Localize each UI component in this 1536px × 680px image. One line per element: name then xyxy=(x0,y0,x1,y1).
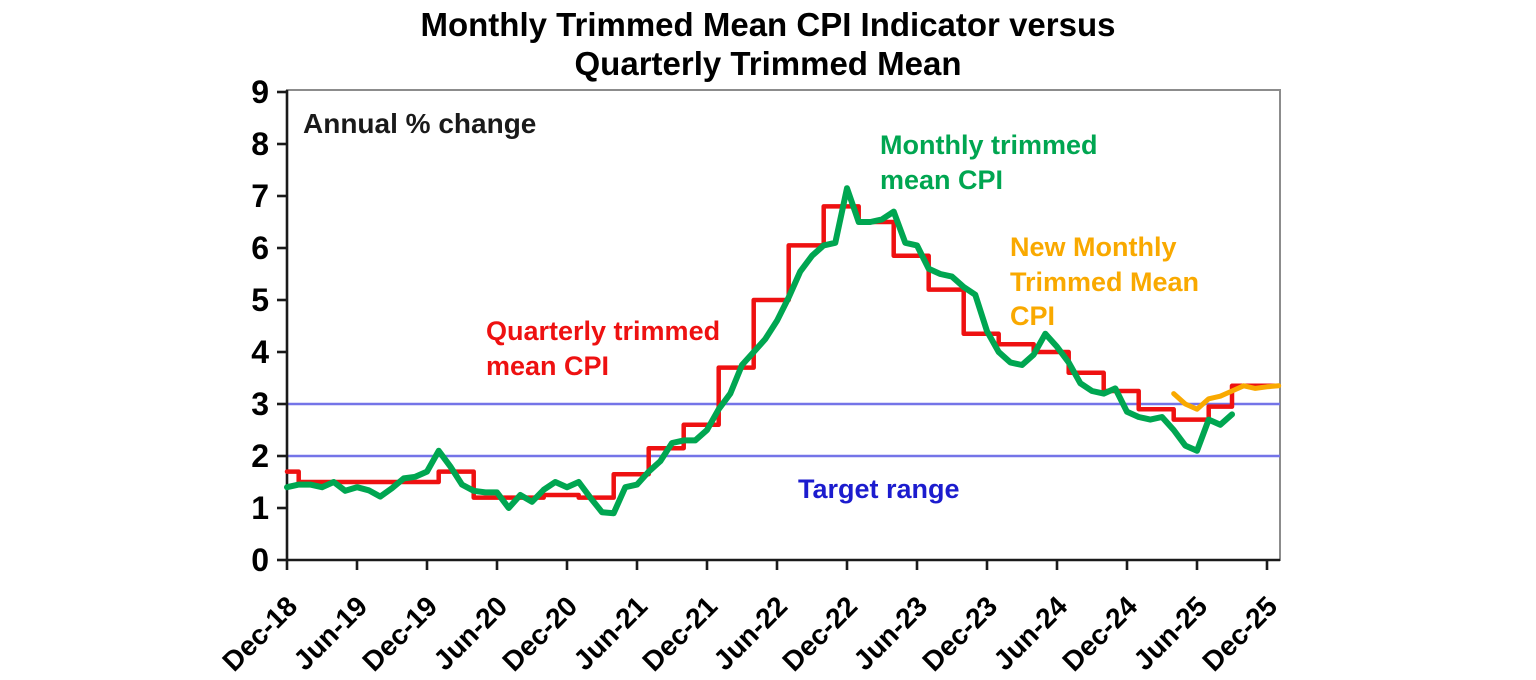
x-axis-ticks: Dec-18Jun-19Dec-19Jun-20Dec-20Jun-21Dec-… xyxy=(216,560,1283,677)
label-monthly-trimmed-mean: Monthly trimmed mean CPI xyxy=(880,130,1098,195)
chart-title-line2: Quarterly Trimmed Mean xyxy=(574,44,962,82)
chart-title: Monthly Trimmed Mean CPI Indicator versu… xyxy=(0,6,1536,84)
label-target-range: Target range xyxy=(798,474,960,504)
label-quarterly-trimmed-mean: Quarterly trimmed mean CPI xyxy=(486,316,721,381)
series-line-new-monthly-trimmed-mean-cpi xyxy=(1171,383,1282,412)
y-tick-label: 3 xyxy=(251,386,269,422)
y-tick-label: 7 xyxy=(251,178,269,214)
x-tick-label: Jun-24 xyxy=(988,590,1074,676)
y-tick-label: 0 xyxy=(251,542,269,578)
label-new-monthly-trimmed-mean: New Monthly Trimmed Mean CPI xyxy=(1010,232,1200,332)
x-tick-label: Dec-25 xyxy=(1196,590,1283,677)
y-tick-label: 1 xyxy=(251,490,269,526)
x-tick-label: Jun-19 xyxy=(288,590,374,676)
x-tick-label: Dec-21 xyxy=(636,590,723,677)
x-tick-label: Dec-23 xyxy=(916,590,1003,677)
x-tick-label: Dec-18 xyxy=(216,590,303,677)
y-axis-ticks: 0 1 2 3 4 5 6 7 8 9 xyxy=(251,74,287,578)
series-line-monthly-trimmed-mean-cpi xyxy=(284,185,1235,517)
x-tick-label: Jun-23 xyxy=(848,590,934,676)
y-tick-label: 5 xyxy=(251,282,269,318)
y-tick-label: 9 xyxy=(251,74,269,110)
y-tick-label: 6 xyxy=(251,230,269,266)
chart-title-line1: Monthly Trimmed Mean CPI Indicator versu… xyxy=(420,6,1116,43)
y-tick-label: 4 xyxy=(251,334,269,370)
x-tick-label: Jun-25 xyxy=(1128,590,1214,676)
x-tick-label: Jun-21 xyxy=(568,590,654,676)
x-tick-label: Dec-22 xyxy=(776,590,863,677)
y-tick-label: 8 xyxy=(251,126,269,162)
x-tick-label: Dec-19 xyxy=(356,590,443,677)
y-tick-label: 2 xyxy=(251,438,269,474)
annotation-annual-change: Annual % change xyxy=(303,108,537,139)
x-tick-label: Dec-24 xyxy=(1056,590,1143,677)
x-tick-label: Jun-22 xyxy=(708,590,794,676)
x-tick-label: Jun-20 xyxy=(428,590,514,676)
target-range-lines xyxy=(287,402,1280,458)
x-tick-label: Dec-20 xyxy=(496,590,583,677)
